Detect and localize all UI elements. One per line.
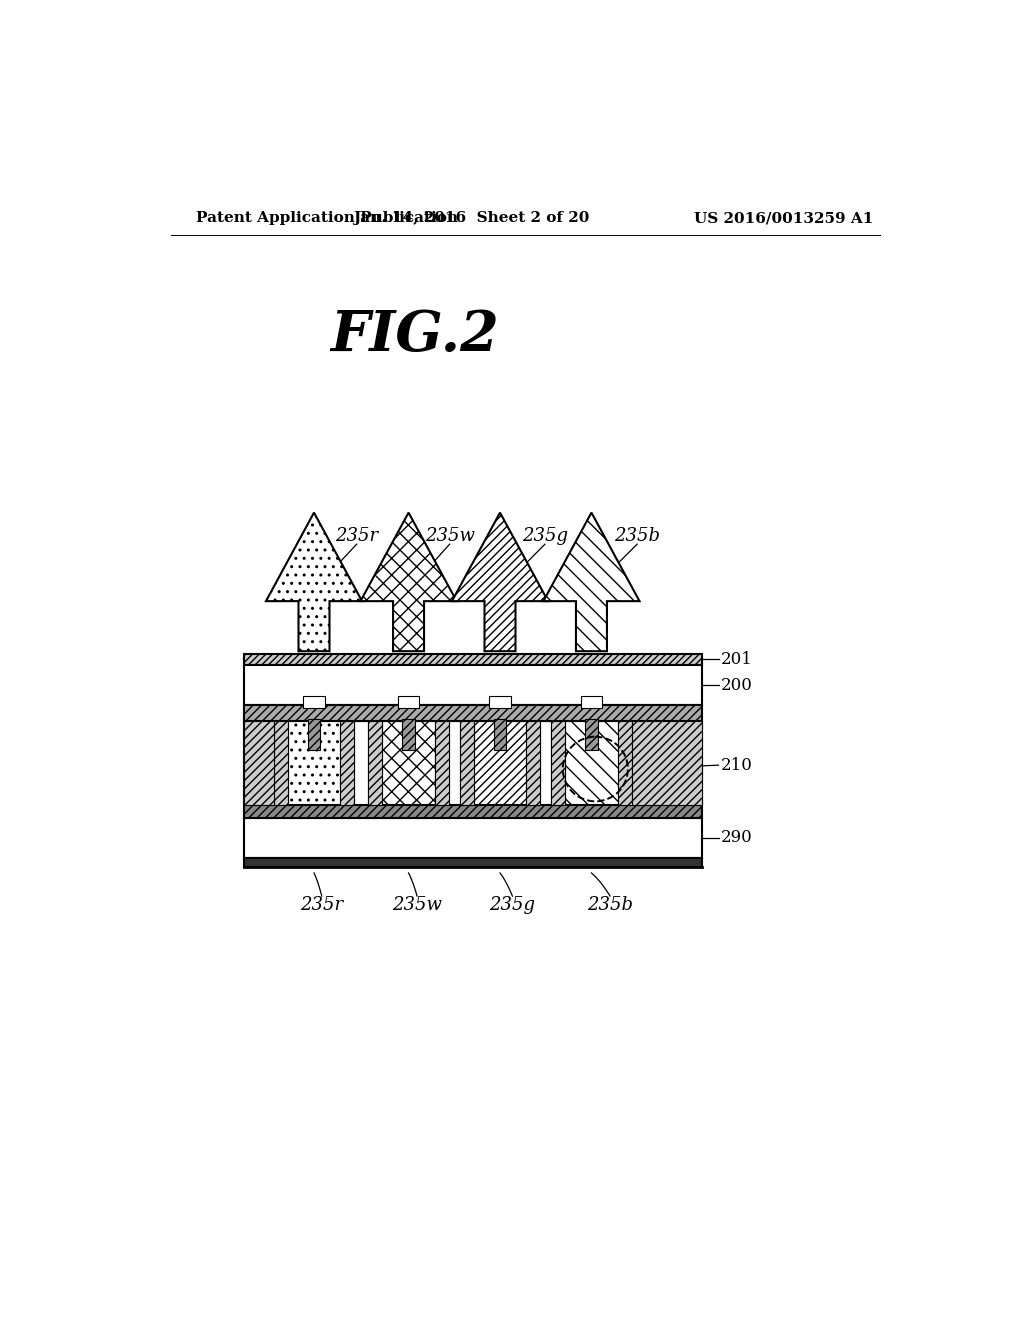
- Text: 235w: 235w: [425, 527, 474, 545]
- Bar: [245, 721, 701, 805]
- Text: FIG.2: FIG.2: [331, 308, 499, 363]
- Text: 235g: 235g: [489, 896, 536, 915]
- Polygon shape: [266, 512, 362, 651]
- Text: US 2016/0013259 A1: US 2016/0013259 A1: [693, 211, 873, 226]
- Bar: [565, 721, 617, 805]
- Bar: [245, 665, 701, 705]
- Text: 210: 210: [721, 756, 753, 774]
- Text: 290: 290: [721, 829, 753, 846]
- Text: 200: 200: [721, 677, 753, 693]
- Bar: [303, 696, 325, 708]
- Bar: [288, 721, 340, 805]
- Polygon shape: [360, 512, 457, 651]
- Bar: [586, 719, 598, 750]
- Bar: [340, 721, 354, 805]
- Polygon shape: [452, 512, 548, 651]
- Bar: [449, 721, 460, 805]
- Text: Patent Application Publication: Patent Application Publication: [197, 211, 458, 226]
- Bar: [435, 721, 449, 805]
- Text: 235g: 235g: [522, 527, 568, 545]
- Bar: [245, 817, 701, 858]
- Bar: [245, 805, 701, 817]
- Bar: [402, 719, 415, 750]
- Text: 235b: 235b: [587, 896, 633, 915]
- Bar: [245, 705, 701, 721]
- Bar: [382, 721, 435, 805]
- Bar: [308, 719, 321, 750]
- Text: 235r: 235r: [335, 527, 378, 545]
- Bar: [354, 721, 369, 805]
- Bar: [245, 858, 701, 867]
- Text: Jan. 14, 2016  Sheet 2 of 20: Jan. 14, 2016 Sheet 2 of 20: [353, 211, 590, 226]
- Bar: [245, 721, 273, 805]
- Text: 235b: 235b: [614, 527, 660, 545]
- Bar: [245, 653, 701, 665]
- Polygon shape: [544, 512, 640, 651]
- Text: 201: 201: [721, 651, 753, 668]
- Bar: [460, 721, 474, 805]
- Bar: [273, 721, 288, 805]
- Bar: [581, 696, 602, 708]
- Bar: [541, 721, 551, 805]
- Text: 235r: 235r: [300, 896, 343, 915]
- Bar: [526, 721, 541, 805]
- Bar: [474, 721, 526, 805]
- Bar: [397, 696, 420, 708]
- Bar: [632, 721, 701, 805]
- Bar: [494, 719, 506, 750]
- Bar: [551, 721, 565, 805]
- Bar: [489, 696, 511, 708]
- Text: 235w: 235w: [392, 896, 442, 915]
- Bar: [369, 721, 382, 805]
- Bar: [617, 721, 632, 805]
